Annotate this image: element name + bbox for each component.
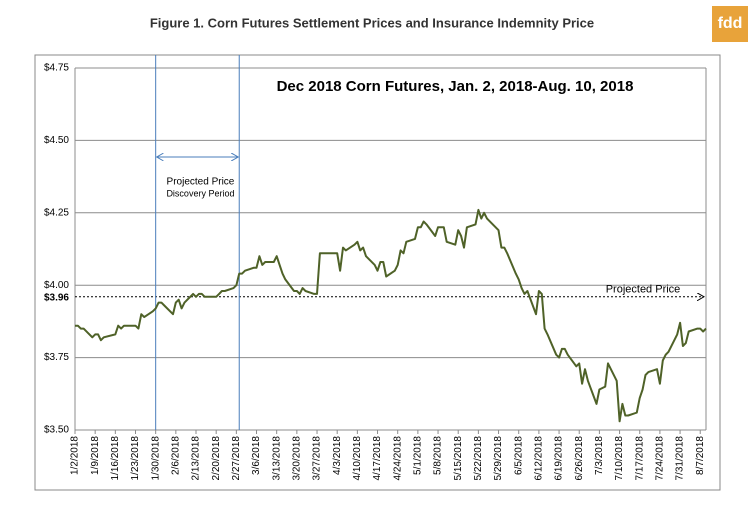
- chart-border: [34, 54, 721, 491]
- x-tick-label: 6/12/2018: [534, 436, 545, 481]
- x-tick-label: 1/23/2018: [130, 436, 141, 481]
- y-tick-label: $3.75: [44, 352, 69, 363]
- x-tick-label: 7/31/2018: [675, 436, 686, 481]
- x-tick-label: 7/10/2018: [614, 436, 625, 481]
- x-tick-label: 2/6/2018: [170, 436, 181, 475]
- x-tick-label: 6/19/2018: [554, 436, 565, 481]
- subtitle: Dec 2018 Corn Futures, Jan. 2, 2018-Aug.…: [277, 78, 634, 95]
- x-tick-label: 4/3/2018: [332, 436, 343, 475]
- x-tick-label: 5/22/2018: [473, 436, 484, 481]
- x-tick-label: 1/30/2018: [150, 436, 161, 481]
- x-tick-label: 4/17/2018: [372, 436, 383, 481]
- x-tick-label: 1/16/2018: [110, 436, 121, 481]
- x-tick-label: 6/26/2018: [574, 436, 585, 481]
- x-tick-label: 4/10/2018: [352, 436, 363, 481]
- y-tick-label: $4.75: [44, 63, 69, 74]
- x-tick-label: 6/5/2018: [513, 436, 524, 475]
- x-tick-label: 5/8/2018: [433, 436, 444, 475]
- x-tick-label: 1/9/2018: [90, 436, 101, 475]
- x-tick-label: 5/1/2018: [413, 436, 424, 475]
- price-line: [75, 208, 707, 423]
- x-tick-label: 3/13/2018: [271, 436, 282, 481]
- x-tick-label: 8/7/2018: [695, 436, 706, 475]
- discovery-label: Discovery Period: [166, 188, 234, 198]
- y-tick-label: $3.50: [44, 425, 69, 436]
- x-tick-label: 2/27/2018: [231, 436, 242, 481]
- projected-price-value: $3.96: [44, 292, 69, 303]
- y-tick-label: $4.00: [44, 280, 69, 291]
- x-tick-label: 4/24/2018: [392, 436, 403, 481]
- logo-box: [712, 6, 748, 42]
- y-tick-label: $4.50: [44, 135, 69, 146]
- x-tick-label: 7/3/2018: [594, 436, 605, 475]
- x-tick-label: 2/20/2018: [211, 436, 222, 481]
- x-tick-label: 5/15/2018: [453, 436, 464, 481]
- y-tick-label: $4.25: [44, 207, 69, 218]
- x-tick-label: 1/2/2018: [70, 436, 81, 475]
- x-tick-label: 3/20/2018: [291, 436, 302, 481]
- discovery-label: Projected Price: [167, 177, 235, 188]
- x-tick-label: 3/27/2018: [312, 436, 323, 481]
- logo: fdd: [718, 15, 743, 32]
- x-tick-label: 3/6/2018: [251, 436, 262, 475]
- x-tick-label: 2/13/2018: [191, 436, 202, 481]
- x-tick-label: 7/24/2018: [655, 436, 666, 481]
- chart-title: Figure 1. Corn Futures Settlement Prices…: [150, 15, 594, 30]
- projected-price-label: Projected Price: [606, 284, 681, 296]
- x-tick-label: 7/17/2018: [634, 436, 645, 481]
- x-tick-label: 5/29/2018: [493, 436, 504, 481]
